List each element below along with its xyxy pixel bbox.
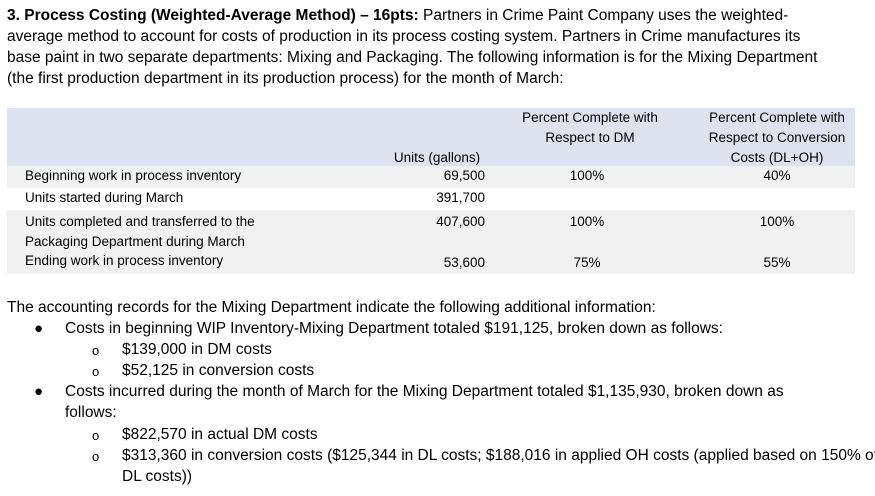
header-dm-line1: Percent Complete with xyxy=(522,110,658,125)
header-cc-line2: Respect to Conversion xyxy=(708,130,846,145)
header-cc-line1: Percent Complete with xyxy=(709,110,845,125)
row-cc-pct: 55% xyxy=(763,255,791,270)
table-row: Beginning work in process inventory 69,5… xyxy=(7,166,855,188)
bullet-marker: ● xyxy=(34,383,44,400)
row-dm-pct: 100% xyxy=(569,168,605,183)
bullet-1-text: Costs in beginning WIP Inventory-Mixing … xyxy=(65,320,723,337)
intro-line-2: average method to account for costs of p… xyxy=(7,28,801,45)
bullet-2-line-2: follows: xyxy=(65,404,117,421)
bullet-2-line-1: Costs incurred during the month of March… xyxy=(65,383,784,400)
intro-line-3: base paint in two separate departments: … xyxy=(7,49,818,66)
row-label: Units started during March xyxy=(25,190,184,205)
bullet-2-sub-2-line-2: DL costs)) xyxy=(122,468,193,485)
problem-heading: 3. Process Costing (Weighted-Average Met… xyxy=(7,7,419,24)
row-label: Ending work in process inventory xyxy=(25,253,224,268)
intro-line-1: 3. Process Costing (Weighted-Average Met… xyxy=(7,5,869,26)
row-cc-pct: 100% xyxy=(759,214,795,229)
row-dm-pct: 100% xyxy=(569,214,605,229)
row-label-2: Packaging Department during March xyxy=(25,234,245,249)
row-label: Units completed and transferred to the xyxy=(25,214,255,229)
header-dm: Percent Complete with Respect to DM xyxy=(495,108,685,148)
table-row: Units started during March 391,700 xyxy=(7,188,855,210)
table-row: Ending work in process inventory 53,600 … xyxy=(7,252,855,274)
row-label: Beginning work in process inventory xyxy=(25,168,242,183)
intro-text-1: Partners in Crime Paint Company uses the… xyxy=(423,7,789,24)
header-units: Units (gallons) xyxy=(393,150,481,165)
table-header: Percent Complete with Respect to DM Perc… xyxy=(7,108,855,166)
problem-intro: 3. Process Costing (Weighted-Average Met… xyxy=(7,5,869,89)
row-cc-pct: 40% xyxy=(763,168,791,183)
row-units: 53,600 xyxy=(443,255,485,270)
intro-line-4: (the first production department in its … xyxy=(7,70,564,87)
bullet-2-sub-1: $822,570 in actual DM costs xyxy=(122,426,318,443)
header-dm-line2: Respect to DM xyxy=(545,130,635,145)
row-units: 391,700 xyxy=(436,190,485,205)
header-cc-line3: Costs (DL+OH) xyxy=(730,150,824,165)
sub-bullet-marker: o xyxy=(92,449,100,464)
bullet-2-sub-2-line-1: $313,360 in conversion costs ($125,344 i… xyxy=(122,447,875,464)
table-row: Units completed and transferred to the P… xyxy=(7,210,855,254)
bullet-1-sub-2: $52,125 in conversion costs xyxy=(122,362,315,379)
bullet-marker: ● xyxy=(34,320,44,337)
sub-bullet-marker: o xyxy=(92,364,100,379)
row-units: 69,500 xyxy=(443,168,485,183)
sub-bullet-marker: o xyxy=(92,428,100,443)
row-units: 407,600 xyxy=(436,214,485,229)
additional-intro: The accounting records for the Mixing De… xyxy=(7,299,656,316)
bullet-1-sub-1: $139,000 in DM costs xyxy=(122,341,272,358)
sub-bullet-marker: o xyxy=(92,343,100,358)
header-cc: Percent Complete with Respect to Convers… xyxy=(682,108,872,168)
row-dm-pct: 75% xyxy=(573,255,601,270)
